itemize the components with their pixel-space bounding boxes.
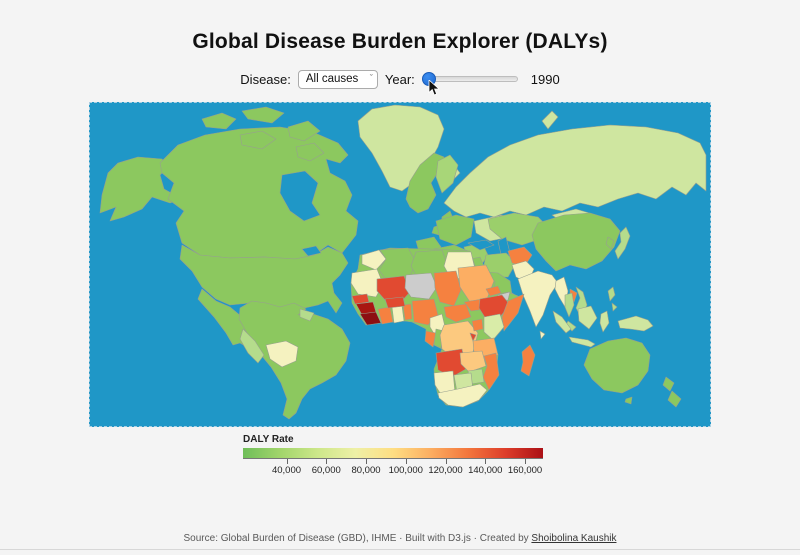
legend-tick-mark <box>366 458 367 464</box>
region-australia[interactable] <box>583 337 651 393</box>
region-japan[interactable] <box>614 226 631 259</box>
region-ivory-coast[interactable] <box>377 306 394 324</box>
region-sri-lanka[interactable] <box>539 330 546 339</box>
disease-select-wrap: All causes ˇ <box>297 70 378 89</box>
region-arctic-island[interactable] <box>287 120 321 141</box>
region-arctic-island[interactable] <box>295 142 325 161</box>
region-korea[interactable] <box>605 236 615 249</box>
region-central-europe[interactable] <box>435 214 475 245</box>
legend-tick-mark <box>286 458 288 464</box>
legend-tick-mark <box>445 458 447 464</box>
region-south-africa[interactable] <box>437 383 488 407</box>
bottom-divider <box>0 549 800 550</box>
region-philippines[interactable] <box>611 302 618 311</box>
region-senegal[interactable] <box>351 293 370 304</box>
region-java[interactable] <box>568 336 596 347</box>
legend-axis: 40,000 60,000 80,000 100,000 120,000 140,000 1… <box>243 458 543 479</box>
region-scandinavia[interactable] <box>405 152 445 213</box>
legend-tick-label: 100,000 <box>388 464 423 476</box>
region-tasmania[interactable] <box>624 396 633 404</box>
region-new-guinea[interactable] <box>617 315 654 331</box>
year-slider[interactable] <box>421 71 518 96</box>
legend-tick-label: 120,000 <box>428 464 463 476</box>
region-eritrea[interactable] <box>485 285 502 296</box>
region-thailand[interactable] <box>564 292 575 317</box>
region-angola[interactable] <box>435 348 467 377</box>
great-lakes <box>301 245 322 256</box>
region-ghana[interactable] <box>391 305 405 323</box>
legend-tick-mark <box>485 458 487 464</box>
legend-tick-label: 140,000 <box>468 464 503 476</box>
year-label: Year: <box>384 71 415 87</box>
author-link[interactable]: Shoibolina Kaushik <box>531 533 617 544</box>
hudson-bay <box>279 170 321 221</box>
region-novaya-zemlya[interactable] <box>541 110 559 129</box>
region-peru[interactable] <box>239 328 265 363</box>
region-bolivia[interactable] <box>265 340 299 367</box>
region-philippines[interactable] <box>607 286 616 301</box>
region-burkina-faso[interactable] <box>384 296 406 308</box>
region-togo-benin[interactable] <box>402 303 413 320</box>
legend-tick-label: 60,000 <box>311 464 341 476</box>
region-gabon[interactable] <box>424 330 437 347</box>
legend-gradient-bar <box>243 447 543 459</box>
footer: Source: Global Burden of Disease (GBD), … <box>0 533 800 544</box>
region-russia[interactable] <box>443 124 707 217</box>
region-madagascar[interactable] <box>520 344 536 376</box>
region-finland[interactable] <box>435 154 459 193</box>
region-arctic-island[interactable] <box>201 112 237 129</box>
region-uganda[interactable] <box>471 318 484 331</box>
region-sierra-leone-liberia[interactable] <box>359 311 382 325</box>
black-sea <box>467 239 495 250</box>
region-central-african-republic[interactable] <box>443 303 472 322</box>
disease-label: Disease: <box>240 71 291 87</box>
region-kenya[interactable] <box>483 313 505 340</box>
legend-tick-mark <box>525 458 526 464</box>
region-borneo[interactable] <box>577 305 598 329</box>
footer-source-text: Source: Global Burden of Disease (GBD), … <box>183 533 532 544</box>
controls-bar: Disease: All causes ˇ Year: 1990 <box>0 70 800 96</box>
legend: DALY Rate 40,000 60,000 80,000 100,000 120,0… <box>90 434 710 479</box>
region-usa[interactable] <box>179 244 349 313</box>
legend-tick-label: 40,000 <box>271 464 302 476</box>
legend-tick-label: 80,000 <box>351 464 381 476</box>
mouse-cursor-icon <box>428 80 439 96</box>
region-niger[interactable] <box>404 272 438 299</box>
region-sumatra[interactable] <box>552 310 572 333</box>
region-guyanas[interactable] <box>299 308 315 321</box>
page-title: Global Disease Burden Explorer (DALYs) <box>192 30 608 53</box>
region-zambia[interactable] <box>459 350 487 372</box>
region-morocco[interactable] <box>361 249 387 270</box>
region-china[interactable] <box>531 212 621 271</box>
region-india[interactable] <box>517 270 559 327</box>
legend-tick-mark <box>405 458 407 464</box>
region-somalia[interactable] <box>501 293 525 331</box>
region-sulawesi[interactable] <box>599 310 610 332</box>
region-new-zealand[interactable] <box>667 390 682 407</box>
region-new-zealand[interactable] <box>662 376 675 391</box>
region-rwanda-burundi[interactable] <box>469 332 477 341</box>
disease-select[interactable]: All causes <box>297 70 378 89</box>
legend-tick-mark <box>326 458 328 464</box>
region-arctic-island[interactable] <box>239 130 277 149</box>
legend-title: DALY Rate <box>243 433 294 445</box>
region-mauritania[interactable] <box>350 268 384 297</box>
year-value: 1990 <box>530 71 560 87</box>
region-mozambique[interactable] <box>482 352 500 390</box>
world-map <box>89 101 711 427</box>
legend-tick-label: 160,000 <box>507 464 543 476</box>
region-arctic-island[interactable] <box>241 106 285 123</box>
